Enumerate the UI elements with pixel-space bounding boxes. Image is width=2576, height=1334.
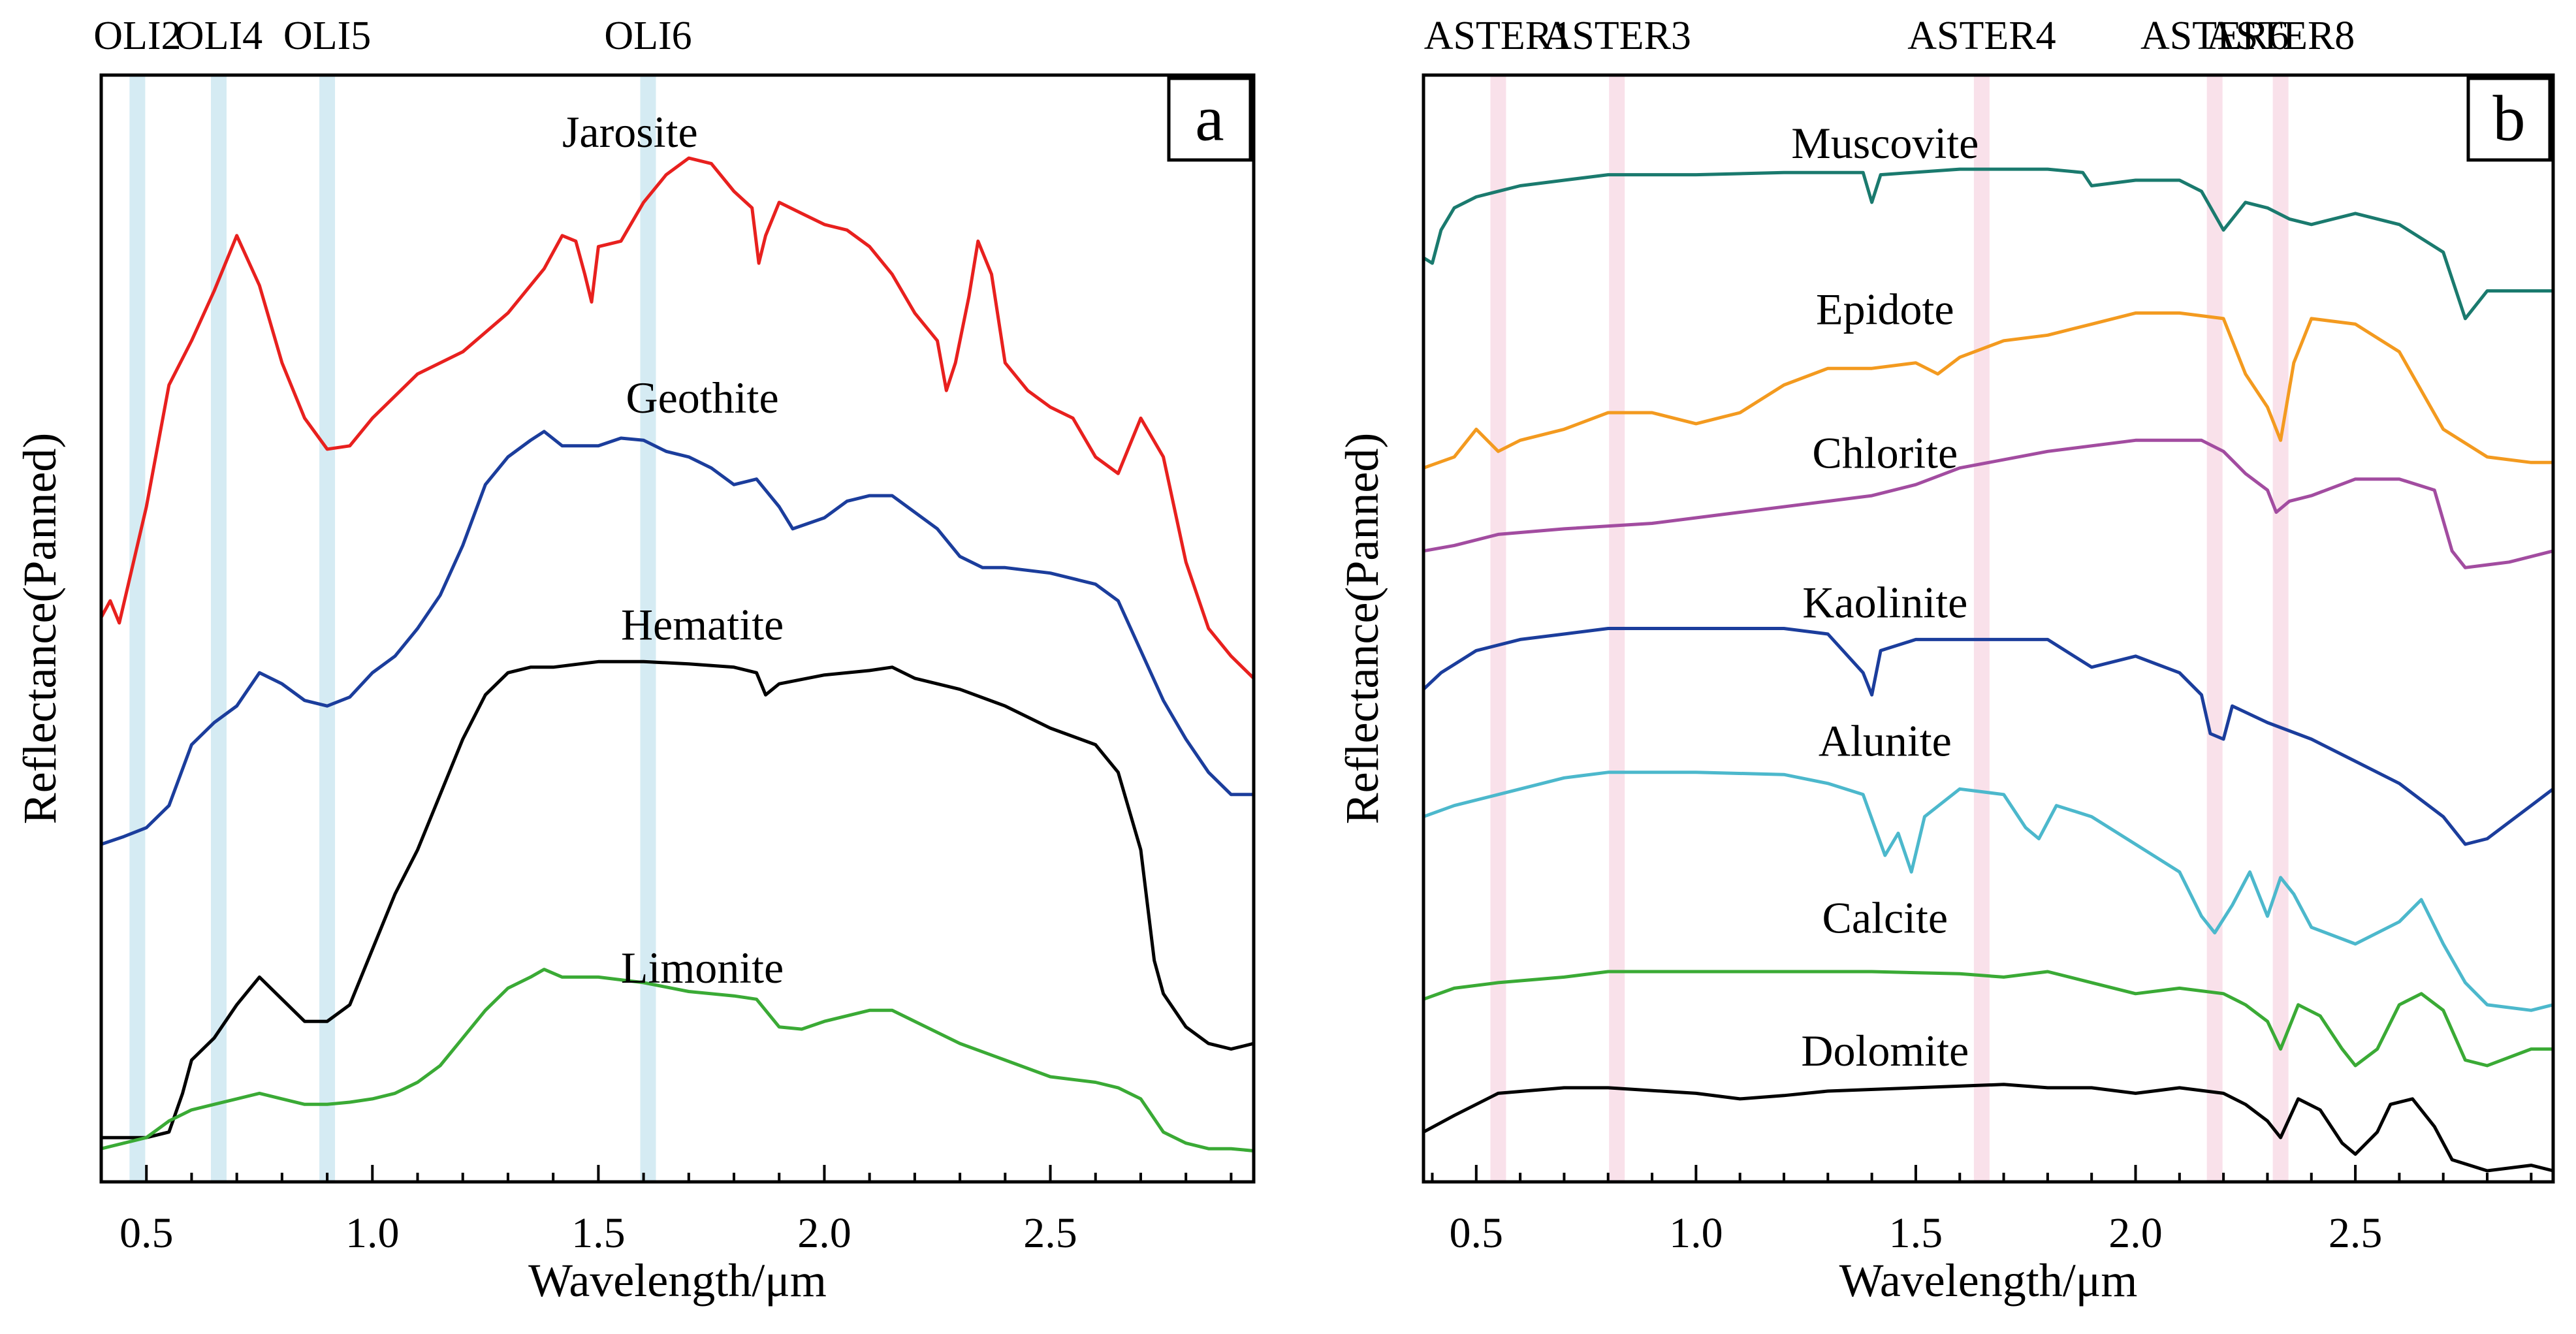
a-x-axis-label: Wavelength/μm [528,1254,827,1307]
b-series-line-alunite [1422,770,2555,1012]
b-series-label-calcite: Calcite [1822,893,1948,943]
a-series-line-limonite [99,968,1256,1152]
b-band-label-aster3: ASTER3 [1543,14,1691,58]
b-series-label-dolomite: Dolomite [1801,1026,1969,1075]
a-x-tick-label: 2.5 [1023,1209,1077,1257]
a-band-oli6 [640,75,656,1182]
b-band-label-aster4: ASTER4 [1907,14,2056,58]
b-series-line-calcite [1422,970,2555,1068]
a-band-oli5 [319,75,336,1182]
b-x-axis-label: Wavelength/μm [1839,1254,2138,1307]
a-y-axis-label: Reflectance(Panned) [14,433,66,825]
b-series-label-alunite: Alunite [1819,716,1952,765]
a-x-tick-label: 1.5 [571,1209,626,1257]
a-series-line-hematite [99,659,1256,1139]
a-series-label-jarosite: Jarosite [562,107,698,157]
a-band-label-oli5: OLI5 [283,14,371,58]
a-series-label-limonite: Limonite [621,943,784,993]
b-band-label-aster8: ASTER8 [2206,14,2355,58]
b-series-label-kaolinite: Kaolinite [1802,578,1967,627]
b-series-line-chlorite [1422,438,2555,569]
a-plot-frame [99,73,1256,1184]
b-band-aster4 [1973,75,1990,1182]
b-panel-badge [2466,76,2552,162]
b-series-line-epidote [1422,311,2555,470]
a-x-tick-label: 0.5 [119,1209,174,1257]
b-x-tick-label: 1.5 [1889,1209,1943,1257]
b-plot-frame [1422,73,2555,1184]
a-x-tick-label: 1.0 [345,1209,400,1257]
a-panel-badge [1167,76,1252,162]
b-y-axis-label: Reflectance(Panned) [1336,433,1388,825]
b-band-label-aster1: ASTER1 [1424,14,1572,58]
b-series-line-kaolinite [1422,627,2555,846]
a-band-label-oli2: OLI2 [93,14,181,58]
b-series-label-muscovite: Muscovite [1791,118,1979,168]
a-series-label-hematite: Hematite [621,599,784,649]
b-x-tick-label: 1.0 [1669,1209,1723,1257]
a-band-label-oli4: OLI4 [175,14,262,58]
b-band-label-aster6: ASTER6 [2140,14,2289,58]
b-series-line-muscovite [1422,167,2555,321]
b-panel-letter: b [2493,82,2526,155]
b-band-aster6 [2206,75,2223,1182]
a-series-line-geothite [99,430,1256,846]
a-band-oli2 [129,75,146,1182]
b-x-tick-label: 2.5 [2329,1209,2383,1257]
b-x-tick-label: 0.5 [1450,1209,1504,1257]
b-band-aster1 [1490,75,1506,1182]
b-series-label-epidote: Epidote [1816,284,1954,334]
a-band-oli4 [210,75,227,1182]
a-series-line-jarosite [99,156,1256,680]
a-panel-letter: a [1195,82,1224,155]
b-band-aster8 [2272,75,2289,1182]
a-series-label-geothite: Geothite [626,373,778,422]
b-x-tick-label: 2.0 [2108,1209,2163,1257]
b-series-line-dolomite [1422,1083,2555,1173]
a-x-tick-label: 2.0 [797,1209,851,1257]
a-band-label-oli6: OLI6 [604,14,692,58]
b-series-label-chlorite: Chlorite [1812,428,1958,478]
